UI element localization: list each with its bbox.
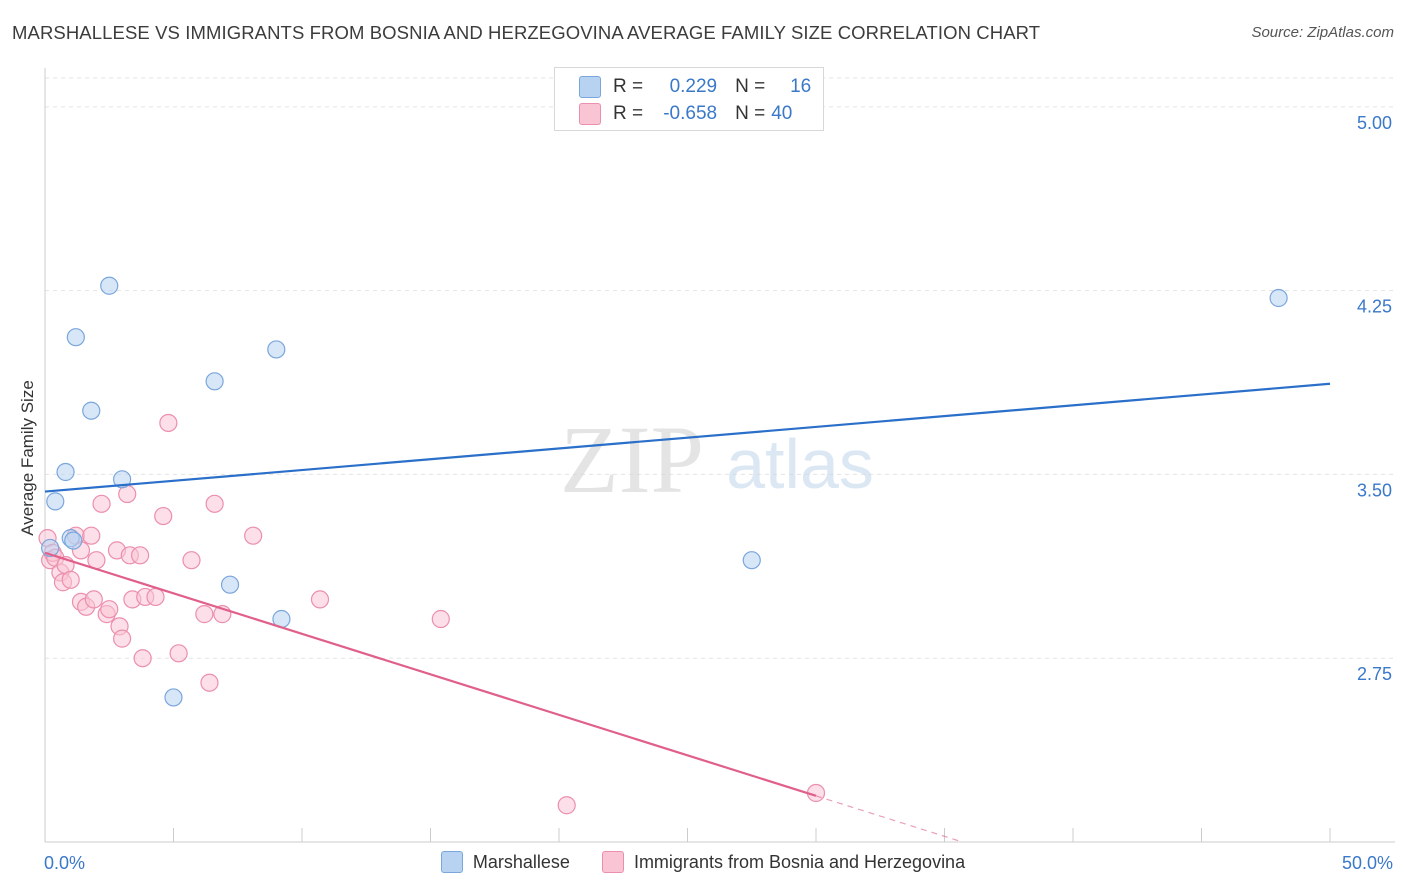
data-point-pink [310, 590, 330, 609]
data-point-pink [557, 796, 576, 815]
data-point-blue [112, 470, 132, 489]
legend-item-marshallese: Marshallese [440, 851, 570, 873]
data-point-pink [61, 570, 80, 589]
data-point-pink [130, 546, 150, 565]
data-point-pink [82, 526, 101, 545]
y-tick-label: 4.25 [1357, 297, 1392, 317]
stats-row-bosnia: R = -0.658 N = 40 [579, 101, 801, 127]
r-value-bosnia: -0.658 [663, 103, 718, 124]
x-tick-label-max: 50.0% [1342, 853, 1393, 873]
data-point-blue [82, 401, 101, 420]
trend-line-pink [44, 551, 817, 797]
r-value-marshallese: 0.229 [669, 76, 718, 97]
chart-title: MARSHALLESE VS IMMIGRANTS FROM BOSNIA AN… [12, 22, 1041, 43]
axes [44, 68, 1395, 843]
swatch-marshallese [579, 76, 601, 98]
data-point-pink [244, 526, 263, 545]
watermark: ZIP atlas [560, 406, 874, 513]
trend-lines [44, 382, 1331, 843]
swatch-bosnia [579, 103, 601, 125]
data-point-blue [267, 340, 286, 359]
data-point-pink [92, 494, 111, 513]
watermark-atlas: atlas [726, 425, 874, 503]
r-label: R = [613, 76, 644, 97]
data-point-pink [182, 551, 201, 570]
trend-line-extension-pink [815, 795, 963, 843]
legend-label-marshallese: Marshallese [472, 851, 570, 872]
y-tick-label: 2.75 [1357, 664, 1392, 684]
grid-lines [45, 77, 1395, 659]
data-point-pink [84, 590, 103, 609]
data-point-blue [164, 688, 183, 707]
data-point-pink [146, 587, 165, 607]
y-tick-label: 3.50 [1357, 480, 1392, 500]
data-point-blue [64, 531, 83, 550]
data-point-pink [431, 609, 450, 629]
n-value-marshallese: 16 [790, 76, 812, 97]
n-value-bosnia: 40 [771, 103, 793, 124]
stats-legend: R = 0.229 N = 16 R = -0.658 N = 40 [554, 67, 824, 131]
data-point-pink [200, 673, 219, 692]
data-point-blue [46, 492, 65, 511]
legend-swatch-bosnia [601, 851, 624, 873]
r-label: R = [613, 103, 644, 124]
legend-item-bosnia: Immigrants from Bosnia and Herzegovina [601, 851, 966, 873]
data-point-blue [56, 462, 75, 482]
legend-label-bosnia: Immigrants from Bosnia and Herzegovina [633, 851, 966, 872]
data-point-blue [205, 372, 224, 391]
y-tick-label: 5.00 [1357, 113, 1392, 133]
bottom-legend: Marshallese Immigrants from Bosnia and H… [0, 851, 1406, 873]
x-tick-labels: 0.0% 50.0% [44, 853, 1393, 873]
y-tick-labels: 2.75 3.50 4.25 5.00 [1357, 113, 1392, 684]
data-point-pink [154, 506, 173, 526]
data-point-blue [66, 328, 85, 347]
data-point-pink [100, 600, 119, 619]
data-point-pink [205, 494, 224, 513]
data-point-pink [169, 644, 188, 663]
data-point-blue [100, 276, 119, 295]
stats-row-marshallese: R = 0.229 N = 16 [579, 74, 811, 100]
legend-swatch-marshallese [440, 851, 463, 873]
trend-line-blue [44, 382, 1331, 493]
x-tick-label-min: 0.0% [44, 853, 85, 873]
watermark-zip: ZIP [560, 406, 704, 513]
source-label: Source: ZipAtlas.com [1251, 24, 1394, 41]
data-point-blue [1269, 288, 1288, 308]
data-point-pink [112, 629, 132, 648]
data-point-pink [159, 413, 178, 433]
data-point-pink [133, 649, 152, 668]
n-label: N = [735, 76, 766, 97]
data-point-pink [195, 605, 214, 624]
data-point-blue [220, 575, 240, 594]
n-label: N = [735, 103, 766, 124]
data-point-blue [742, 551, 761, 570]
series-bosnia-points [38, 413, 826, 815]
